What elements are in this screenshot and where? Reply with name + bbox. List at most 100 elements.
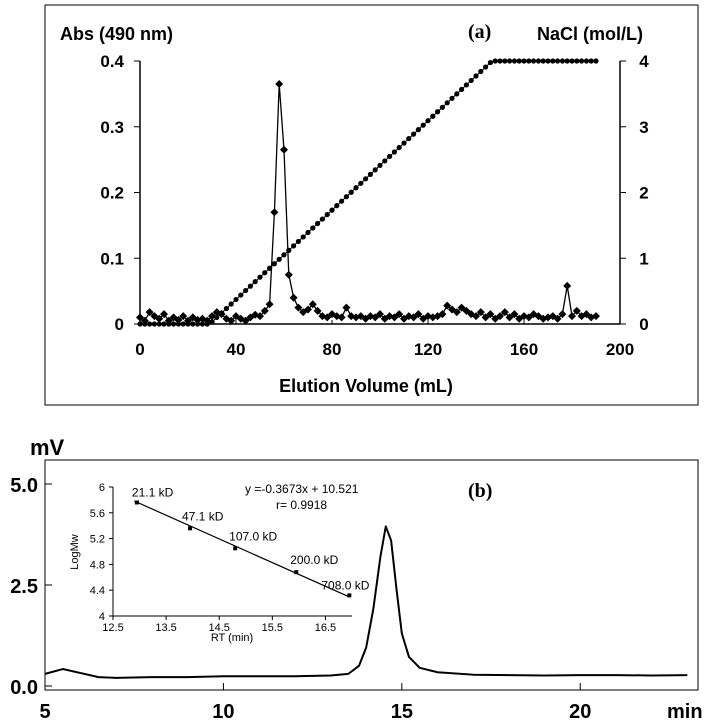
nacl-point: [396, 144, 402, 151]
nacl-point: [531, 58, 537, 64]
nacl-point: [276, 256, 282, 262]
nacl-point: [286, 247, 292, 253]
inset-y-axis-label: LogMw: [69, 534, 81, 570]
nacl-point: [588, 58, 594, 64]
nacl-point: [343, 194, 349, 200]
inset-equation: y =-0.3673x + 10.521: [245, 482, 359, 496]
inset-point-label: 200.0 kD: [290, 553, 338, 567]
nacl-point: [156, 321, 162, 327]
inset-point: [347, 593, 352, 598]
nacl-point: [415, 127, 421, 133]
nacl-point: [468, 77, 474, 84]
inset-x-tick-label: 13.5: [155, 622, 176, 634]
absorbance-point: [592, 312, 600, 321]
nacl-point: [521, 58, 527, 64]
nacl-point: [564, 58, 570, 64]
nacl-point: [137, 321, 143, 327]
nacl-point: [430, 113, 436, 119]
nacl-point: [363, 176, 369, 182]
nacl-point: [492, 58, 498, 64]
inset-y-tick-label: 6: [99, 482, 105, 494]
absorbance-point: [505, 313, 514, 322]
inset-trendline: [134, 500, 350, 598]
absorbance-point: [395, 310, 404, 319]
absorbance-point: [414, 310, 423, 319]
nacl-point: [324, 211, 330, 218]
panel-b-y-tick-label: 5.0: [10, 475, 38, 497]
nacl-point: [473, 73, 479, 79]
nacl-point: [171, 321, 177, 327]
absorbance-point: [270, 208, 279, 217]
nacl-point: [262, 270, 268, 276]
panel-a-y-tick-label: 0.2: [100, 184, 124, 203]
nacl-point: [574, 58, 580, 64]
panel-b-y-axis-label: mV: [30, 435, 65, 460]
nacl-point: [353, 185, 359, 191]
panel-a: (a) Abs (490 nm) NaCl (mol/L) Elution Vo…: [44, 4, 699, 406]
nacl-point: [411, 131, 417, 137]
absorbance-point: [462, 306, 471, 315]
inset-point-label: 708.0 kD: [321, 578, 369, 592]
nacl-point: [550, 58, 556, 64]
nacl-point: [420, 122, 426, 128]
nacl-point: [559, 58, 566, 64]
panel-b-x-axis-label: min: [667, 701, 703, 723]
absorbance-point: [304, 305, 312, 314]
absorbance-point: [217, 310, 226, 319]
inset-point-label: 107.0 kD: [229, 529, 277, 543]
panel-a-x-tick-label: 80: [323, 340, 342, 359]
nacl-point: [243, 287, 249, 294]
absorbance-point: [280, 145, 288, 154]
panel-b-x-tick-label: 10: [212, 701, 234, 723]
panel-a-x-axis-label: Elution Volume (mL): [279, 376, 453, 396]
inset-x-tick-label: 14.5: [209, 622, 230, 634]
absorbance-point: [136, 313, 144, 322]
nacl-point: [329, 207, 335, 213]
absorbance-point: [164, 316, 173, 325]
nacl-point: [459, 86, 465, 93]
nacl-point: [497, 58, 503, 64]
panel-b: (b) mV min 5 10 15 20 0.0 2.5 5.0 LogMw RT (m…: [10, 435, 702, 723]
nacl-point: [310, 225, 316, 231]
panel-b-x-tick-label: 15: [391, 701, 413, 723]
nacl-point: [315, 220, 321, 227]
absorbance-point: [390, 313, 399, 322]
nacl-point: [483, 64, 489, 70]
inset-r-value: r= 0.9918: [276, 498, 327, 512]
nacl-point: [367, 171, 373, 177]
nacl-point: [233, 296, 239, 303]
inset-x-tick-label: 16.5: [315, 622, 336, 634]
absorbance-point: [524, 313, 533, 322]
nacl-point: [401, 140, 407, 146]
absorbance-point: [376, 310, 384, 319]
absorbance-point: [308, 300, 317, 309]
nacl-point: [300, 234, 306, 240]
absorbance-point: [472, 312, 480, 321]
nacl-point: [334, 203, 340, 209]
nacl-point: [463, 82, 469, 88]
panel-a-y-right-axis-label: NaCl (mol/L): [537, 24, 643, 44]
panel-a-y-right-tick-label: 0: [639, 315, 648, 334]
nacl-point: [507, 58, 513, 64]
nacl-point: [377, 162, 383, 169]
inset-x-tick-label: 12.5: [102, 622, 123, 634]
absorbance-point: [500, 308, 509, 317]
inset-y-tick-label: 5.6: [90, 508, 105, 520]
nacl-point: [387, 153, 393, 160]
panel-a-y-tick-label: 0.4: [100, 52, 124, 71]
nacl-point: [569, 58, 575, 64]
nacl-point: [487, 59, 493, 66]
absorbance-point: [160, 310, 168, 319]
inset-y-tick-label: 5.2: [90, 534, 105, 546]
absorbance-point: [289, 293, 298, 302]
nacl-point: [406, 135, 412, 142]
nacl-point: [391, 149, 397, 155]
panel-a-x-tick-label: 200: [606, 340, 634, 359]
nacl-point: [439, 104, 445, 110]
inset-point: [294, 570, 299, 575]
nacl-point: [151, 321, 157, 327]
absorbance-point: [323, 313, 332, 322]
nacl-point: [511, 58, 517, 64]
nacl-point: [454, 91, 460, 97]
nacl-point: [516, 58, 522, 64]
